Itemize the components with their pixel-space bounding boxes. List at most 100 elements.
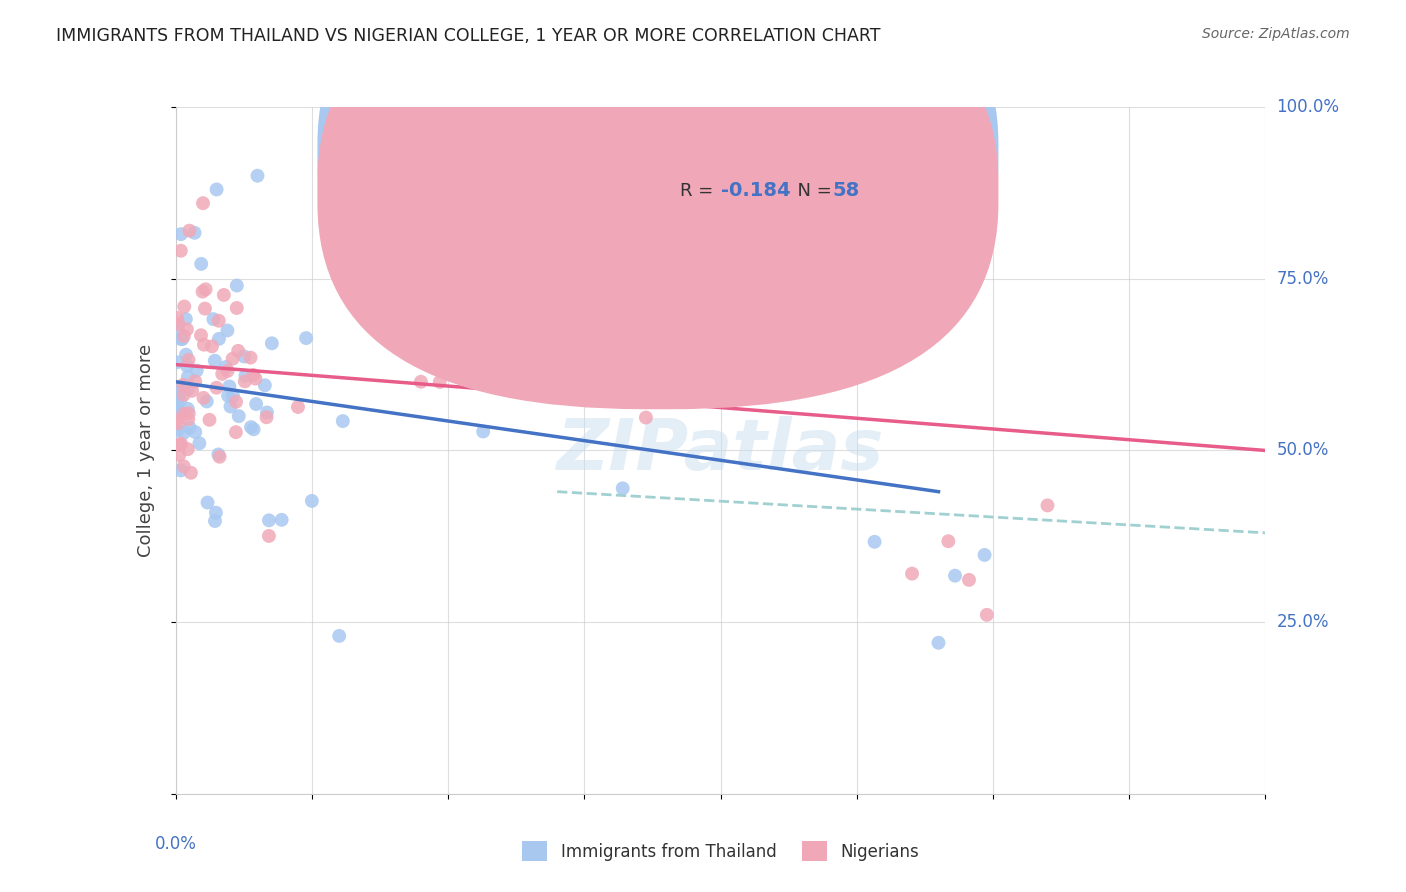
Immigrants from Thailand	[260, 336, 283, 351]
Immigrants from Thailand	[183, 226, 205, 240]
Nigerians	[179, 224, 201, 238]
Immigrants from Thailand	[928, 636, 950, 650]
Text: -0.132: -0.132	[721, 145, 790, 163]
Immigrants from Thailand	[943, 568, 966, 582]
Immigrants from Thailand	[177, 401, 200, 416]
Immigrants from Thailand	[257, 513, 280, 527]
Nigerians	[166, 310, 188, 325]
Immigrants from Thailand	[218, 379, 240, 393]
Nigerians	[173, 459, 195, 474]
FancyBboxPatch shape	[318, 0, 998, 409]
Nigerians	[173, 300, 195, 314]
Nigerians	[169, 438, 191, 452]
Text: R =: R =	[681, 145, 720, 162]
Immigrants from Thailand	[222, 389, 245, 403]
Text: N =: N =	[786, 145, 838, 162]
Nigerians	[901, 566, 924, 581]
Nigerians	[193, 337, 215, 351]
Nigerians	[172, 377, 194, 392]
Immigrants from Thailand	[170, 332, 193, 346]
Immigrants from Thailand	[167, 405, 190, 419]
Immigrants from Thailand	[242, 422, 264, 436]
Nigerians	[177, 412, 200, 426]
Text: 100.0%: 100.0%	[1277, 98, 1340, 116]
Immigrants from Thailand	[166, 424, 188, 438]
Nigerians	[176, 322, 198, 336]
Immigrants from Thailand	[177, 382, 200, 396]
Nigerians	[194, 301, 217, 316]
Nigerians	[225, 425, 247, 439]
Immigrants from Thailand	[184, 425, 207, 439]
Text: 58: 58	[832, 181, 860, 201]
Nigerians	[226, 343, 249, 358]
Immigrants from Thailand	[235, 368, 257, 383]
Immigrants from Thailand	[205, 506, 228, 520]
Immigrants from Thailand	[176, 359, 198, 373]
Nigerians	[167, 416, 190, 430]
Immigrants from Thailand	[170, 379, 193, 393]
Immigrants from Thailand	[332, 414, 354, 428]
Immigrants from Thailand	[195, 394, 218, 409]
Text: N =: N =	[786, 182, 838, 200]
Immigrants from Thailand	[240, 420, 263, 434]
Nigerians	[936, 534, 959, 549]
Nigerians	[208, 314, 231, 328]
Immigrants from Thailand	[186, 364, 208, 378]
Nigerians	[166, 412, 188, 426]
Immigrants from Thailand	[301, 494, 323, 508]
Immigrants from Thailand	[863, 534, 886, 549]
Immigrants from Thailand	[256, 405, 278, 419]
Immigrants from Thailand	[207, 448, 229, 462]
Nigerians	[177, 406, 200, 420]
Nigerians	[221, 351, 243, 366]
Nigerians	[180, 466, 202, 480]
Immigrants from Thailand	[166, 397, 188, 411]
Immigrants from Thailand	[170, 463, 193, 477]
Immigrants from Thailand	[612, 481, 634, 495]
Immigrants from Thailand	[169, 384, 191, 399]
Immigrants from Thailand	[208, 332, 231, 346]
Text: 0.0%: 0.0%	[155, 835, 197, 853]
Immigrants from Thailand	[246, 169, 269, 183]
Nigerians	[181, 384, 204, 398]
Immigrants from Thailand	[169, 393, 191, 408]
Text: 64: 64	[832, 145, 860, 163]
Immigrants from Thailand	[172, 332, 194, 346]
Text: -0.184: -0.184	[721, 181, 790, 201]
Immigrants from Thailand	[217, 323, 239, 337]
Immigrants from Thailand	[270, 513, 292, 527]
Nigerians	[1036, 499, 1059, 513]
Nigerians	[212, 288, 235, 302]
Nigerians	[257, 529, 280, 543]
Nigerians	[173, 407, 195, 421]
Nigerians	[287, 400, 309, 414]
FancyBboxPatch shape	[617, 128, 900, 231]
Nigerians	[191, 196, 214, 211]
Immigrants from Thailand	[177, 369, 200, 384]
Nigerians	[170, 244, 193, 258]
Nigerians	[976, 607, 998, 622]
Nigerians	[242, 368, 264, 382]
Immigrants from Thailand	[173, 425, 195, 440]
Nigerians	[177, 442, 200, 457]
Immigrants from Thailand	[295, 331, 318, 345]
Nigerians	[184, 375, 207, 389]
Immigrants from Thailand	[217, 389, 239, 403]
Immigrants from Thailand	[170, 227, 193, 241]
Text: Source: ZipAtlas.com: Source: ZipAtlas.com	[1202, 27, 1350, 41]
Legend: Immigrants from Thailand, Nigerians: Immigrants from Thailand, Nigerians	[516, 834, 925, 868]
Nigerians	[173, 388, 195, 402]
Immigrants from Thailand	[225, 278, 247, 293]
Immigrants from Thailand	[253, 378, 276, 392]
Immigrants from Thailand	[205, 182, 228, 196]
Immigrants from Thailand	[215, 359, 238, 374]
Nigerians	[957, 573, 980, 587]
Immigrants from Thailand	[166, 355, 188, 369]
FancyBboxPatch shape	[318, 0, 998, 371]
Nigerians	[429, 375, 451, 389]
Immigrants from Thailand	[233, 350, 256, 364]
Immigrants from Thailand	[973, 548, 995, 562]
Nigerians	[170, 436, 193, 450]
Nigerians	[211, 367, 233, 381]
Nigerians	[167, 317, 190, 331]
